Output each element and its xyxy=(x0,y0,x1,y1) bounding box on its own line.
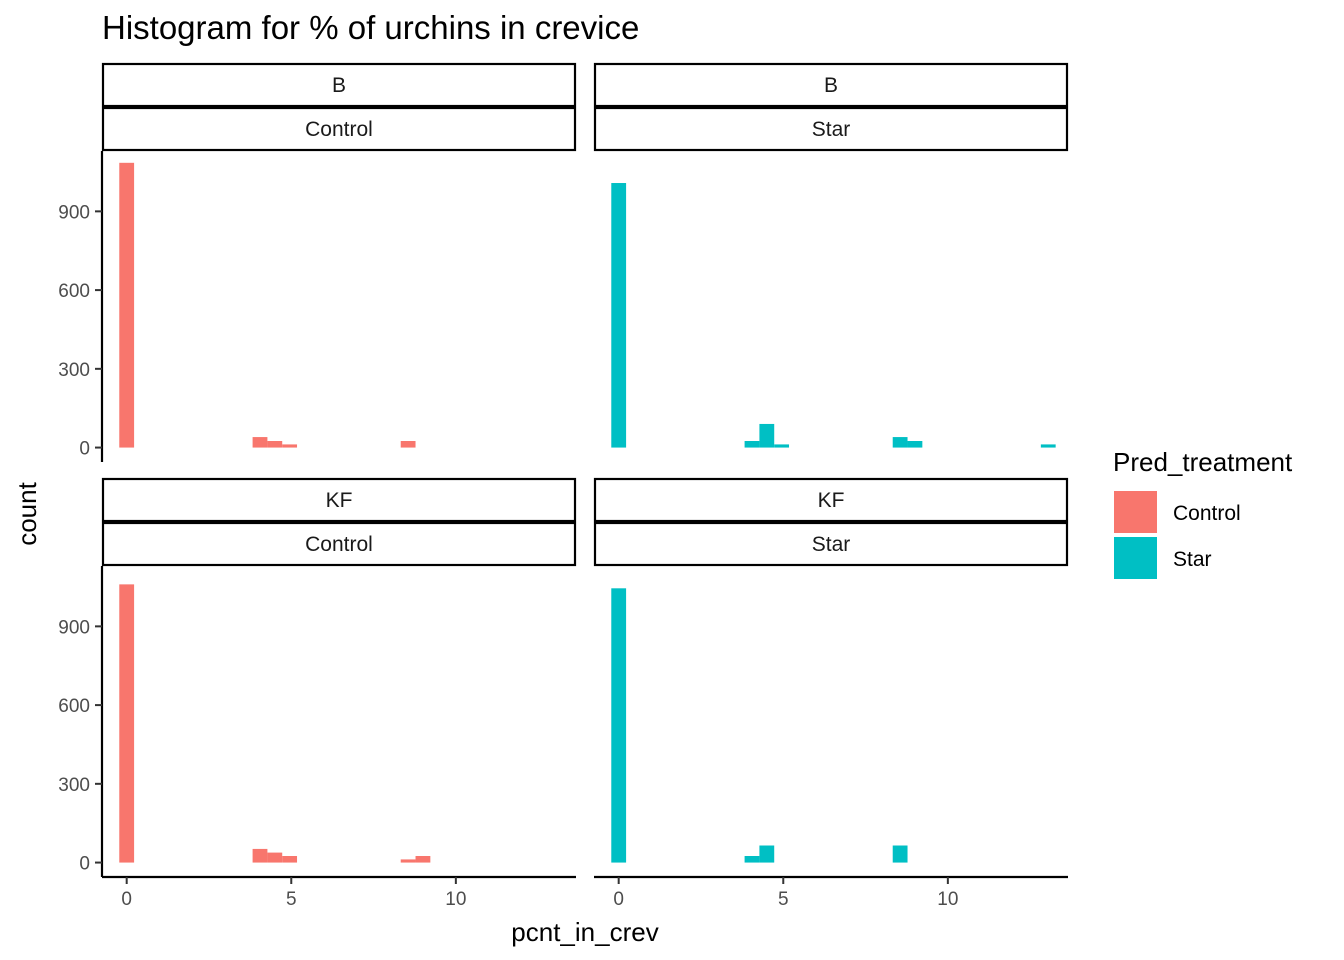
y-tick-label: 600 xyxy=(58,281,90,302)
facet-strip-top xyxy=(101,477,577,523)
x-tick-label: 0 xyxy=(613,889,624,910)
legend-title: Pred_treatment xyxy=(1113,447,1293,477)
x-tick-label: 5 xyxy=(778,889,789,910)
facet-strip-top-label: KF xyxy=(818,489,845,512)
x-tick-label: 0 xyxy=(121,889,132,910)
facet-panel: B Control 0 300 600 900 xyxy=(58,62,577,462)
histogram-bar xyxy=(252,848,268,863)
chart-title: Histogram for % of urchins in crevice xyxy=(102,9,639,46)
x-tick-label: 10 xyxy=(445,889,466,910)
facet-strip-top-label: KF xyxy=(326,489,353,512)
legend-label: Star xyxy=(1173,548,1212,571)
y-tick-label: 0 xyxy=(79,854,90,875)
facet-strip-bottom xyxy=(101,521,577,567)
histogram-bar xyxy=(252,437,268,448)
facet-panel: KF Star 0 5 10 xyxy=(593,477,1069,910)
histogram-bar xyxy=(400,441,416,448)
legend-items: Control Star xyxy=(1114,491,1241,579)
histogram-bar xyxy=(282,444,298,448)
histogram-bar xyxy=(744,441,760,448)
facet-strip-bottom-label: Control xyxy=(305,533,373,556)
facet-strip-bottom-label: Star xyxy=(812,533,851,556)
legend-key xyxy=(1114,491,1157,533)
histogram-bar xyxy=(892,845,908,863)
x-tick-label: 5 xyxy=(286,889,297,910)
facet-strip-bottom xyxy=(593,521,1069,567)
facet-panel: KF Control 0 300 600 900 0 5 10 xyxy=(58,477,577,910)
histogram-bar xyxy=(774,444,790,448)
facet-strip-top xyxy=(593,62,1069,108)
histogram-bar xyxy=(892,437,908,448)
panels-layer: B Control 0 300 600 900 B Star KF Control 0 300 600 9… xyxy=(58,62,1069,910)
legend-key xyxy=(1114,537,1157,579)
legend: Pred_treatment Control Star xyxy=(1113,447,1293,579)
x-tick-label: 10 xyxy=(937,889,958,910)
histogram-bar xyxy=(119,584,135,863)
histogram-bar xyxy=(400,859,416,863)
histogram-bar xyxy=(611,183,627,448)
histogram-bar xyxy=(759,423,775,448)
facet-strip-top xyxy=(101,62,577,108)
legend-label: Control xyxy=(1173,502,1241,525)
facet-strip-top-label: B xyxy=(824,74,838,97)
histogram-bar xyxy=(1040,444,1056,448)
facet-strip-bottom-label: Control xyxy=(305,118,373,141)
y-tick-label: 900 xyxy=(58,202,90,223)
facet-panel: B Star xyxy=(593,62,1069,448)
facet-strip-top xyxy=(593,477,1069,523)
y-tick-label: 900 xyxy=(58,617,90,638)
x-axis-title: pcnt_in_crev xyxy=(511,917,658,947)
histogram-bar xyxy=(282,856,298,863)
y-tick-label: 300 xyxy=(58,360,90,381)
facet-strip-bottom xyxy=(101,106,577,152)
histogram-bar xyxy=(267,852,283,863)
y-axis-title: count xyxy=(12,481,42,545)
facet-strip-bottom-label: Star xyxy=(812,118,851,141)
histogram-bar xyxy=(267,441,283,448)
histogram-bar xyxy=(611,588,627,863)
histogram-bar xyxy=(907,441,923,448)
facet-strip-top-label: B xyxy=(332,74,346,97)
y-tick-label: 0 xyxy=(79,439,90,460)
histogram-bar xyxy=(119,162,135,448)
histogram-bar xyxy=(415,856,431,863)
y-tick-label: 300 xyxy=(58,775,90,796)
histogram-bar xyxy=(759,845,775,863)
y-tick-label: 600 xyxy=(58,696,90,717)
histogram-bar xyxy=(744,856,760,863)
